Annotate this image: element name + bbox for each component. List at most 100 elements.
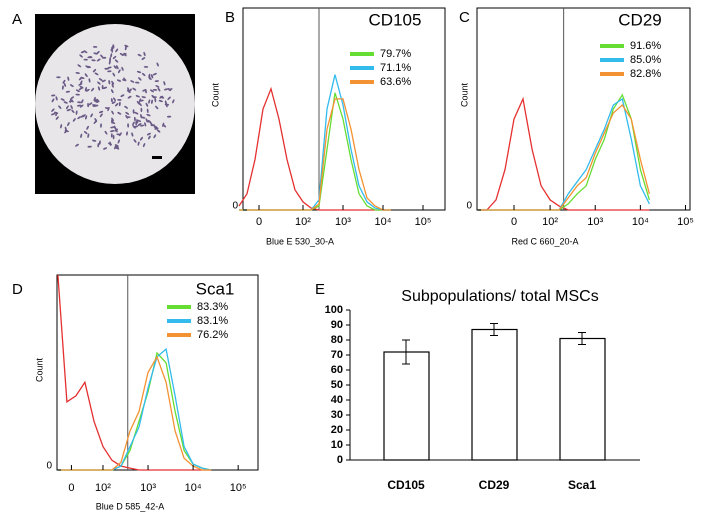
cell bbox=[141, 72, 146, 77]
cell bbox=[67, 122, 70, 127]
cell bbox=[97, 143, 100, 148]
cell bbox=[166, 115, 172, 118]
cell bbox=[143, 65, 149, 68]
cell bbox=[131, 132, 134, 137]
cell bbox=[141, 96, 146, 99]
cell bbox=[104, 67, 109, 70]
x-axis-label: Blue E 530_30-A bbox=[266, 236, 334, 246]
cell bbox=[93, 96, 96, 102]
cell bbox=[96, 58, 101, 62]
cell bbox=[66, 105, 69, 110]
cell bbox=[160, 95, 165, 99]
cell bbox=[107, 142, 113, 146]
cell bbox=[83, 58, 88, 61]
cell bbox=[88, 78, 91, 83]
cell bbox=[132, 109, 135, 114]
panel-label: E bbox=[315, 281, 325, 298]
cell bbox=[133, 116, 136, 122]
cell bbox=[92, 68, 97, 73]
cell bbox=[148, 135, 151, 140]
x-tick-label: 10⁵ bbox=[230, 482, 247, 494]
cell bbox=[91, 59, 96, 62]
cell bbox=[51, 113, 56, 116]
cell bbox=[51, 108, 55, 112]
cell bbox=[127, 123, 130, 128]
cell bbox=[115, 102, 119, 107]
bar bbox=[559, 337, 606, 461]
y-tick-label: 40 bbox=[331, 394, 343, 406]
x-tick-label: Sca1 bbox=[568, 478, 596, 492]
cell bbox=[75, 110, 78, 115]
cell bbox=[163, 88, 169, 91]
legend-label: 85.0% bbox=[630, 54, 661, 66]
x-tick-label: 10² bbox=[542, 216, 558, 228]
legend-label: 82.8% bbox=[630, 68, 661, 80]
cell bbox=[51, 94, 56, 97]
cell bbox=[137, 141, 140, 146]
cell bbox=[88, 102, 93, 106]
cell bbox=[60, 124, 63, 129]
cell bbox=[152, 88, 158, 91]
cell bbox=[77, 101, 82, 104]
cell bbox=[100, 54, 104, 59]
cell bbox=[109, 130, 115, 133]
cell bbox=[116, 133, 121, 136]
cell bbox=[132, 121, 135, 126]
cell bbox=[141, 116, 146, 119]
cell bbox=[163, 81, 166, 86]
cell bbox=[146, 108, 149, 113]
error-bar bbox=[578, 332, 586, 345]
cell bbox=[113, 65, 117, 69]
histogram-curve bbox=[239, 92, 391, 211]
legend-label: 63.6% bbox=[380, 76, 411, 88]
cell bbox=[115, 48, 119, 53]
cell bbox=[126, 131, 128, 136]
cell bbox=[127, 95, 132, 99]
cell bbox=[97, 81, 101, 85]
cell bbox=[85, 88, 90, 92]
cell bbox=[130, 80, 135, 83]
cell bbox=[71, 109, 75, 114]
y-tick-label: 0 bbox=[466, 201, 472, 212]
cell bbox=[111, 117, 114, 122]
cell bbox=[172, 99, 175, 104]
cell bbox=[135, 95, 140, 98]
cell bbox=[110, 133, 113, 138]
cell bbox=[81, 99, 84, 104]
legend-label: 83.3% bbox=[197, 301, 228, 313]
y-tick-label: 0 bbox=[337, 454, 343, 466]
cell bbox=[111, 45, 115, 49]
histogram-curve bbox=[238, 86, 391, 211]
cell bbox=[144, 122, 147, 127]
histogram-curve bbox=[239, 98, 391, 211]
scale-bar bbox=[152, 156, 162, 159]
x-tick-label: 0 bbox=[68, 482, 74, 494]
cell bbox=[62, 79, 66, 84]
cell bbox=[157, 87, 161, 92]
cell bbox=[138, 77, 142, 81]
cell bbox=[99, 110, 104, 114]
histogram-curve bbox=[57, 274, 212, 471]
x-tick-label: 10³ bbox=[587, 216, 603, 228]
cell bbox=[79, 104, 84, 108]
x-tick-label: 10⁴ bbox=[185, 482, 202, 494]
cell bbox=[100, 123, 102, 128]
cell bbox=[114, 144, 119, 147]
x-axis-label: Red C 660_20-A bbox=[511, 236, 578, 246]
cell bbox=[63, 82, 67, 87]
cell bbox=[153, 134, 157, 139]
cell bbox=[111, 80, 115, 85]
cell bbox=[65, 90, 71, 93]
cell bbox=[121, 66, 124, 71]
cells bbox=[51, 44, 175, 150]
cell bbox=[143, 51, 146, 57]
cell bbox=[103, 147, 108, 150]
cell bbox=[80, 133, 83, 138]
cell bbox=[151, 99, 153, 104]
legend-label: 76.2% bbox=[197, 329, 228, 341]
panel-label: A bbox=[12, 11, 22, 28]
cell bbox=[58, 105, 62, 109]
cell bbox=[122, 53, 127, 56]
cell bbox=[142, 89, 147, 92]
